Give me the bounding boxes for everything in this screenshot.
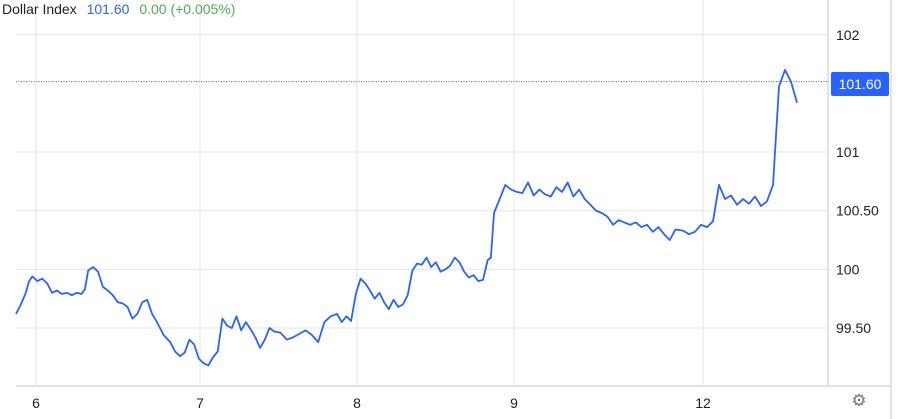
- last-price-label: 101.60: [831, 72, 889, 96]
- axes: [16, 0, 892, 419]
- grid: [16, 0, 828, 386]
- y-tick-label: 100: [836, 261, 860, 277]
- y-tick-label: 101: [836, 144, 860, 160]
- tick-labels: 6 7 8 9 12 102 101 100.50 100 99.50: [32, 27, 879, 411]
- price-series-line: [15, 69, 798, 367]
- x-tick-label: 12: [695, 395, 711, 411]
- y-tick-label: 100.50: [836, 203, 879, 219]
- x-tick-label: 9: [510, 395, 518, 411]
- x-tick-label: 7: [196, 395, 204, 411]
- x-tick-label: 6: [32, 395, 40, 411]
- current-price: 101.60: [86, 1, 130, 17]
- y-tick-label: 102: [836, 27, 860, 43]
- plot-area: [15, 69, 798, 367]
- x-tick-label: 8: [353, 395, 361, 411]
- instrument-name: Dollar Index: [2, 1, 77, 17]
- chart-header: Dollar Index 101.60 0.00 (+0.005%): [2, 0, 241, 18]
- gear-icon[interactable]: ⚙: [851, 391, 867, 410]
- price-change: 0.00 (+0.005%): [139, 1, 236, 17]
- y-tick-label: 99.50: [836, 320, 871, 336]
